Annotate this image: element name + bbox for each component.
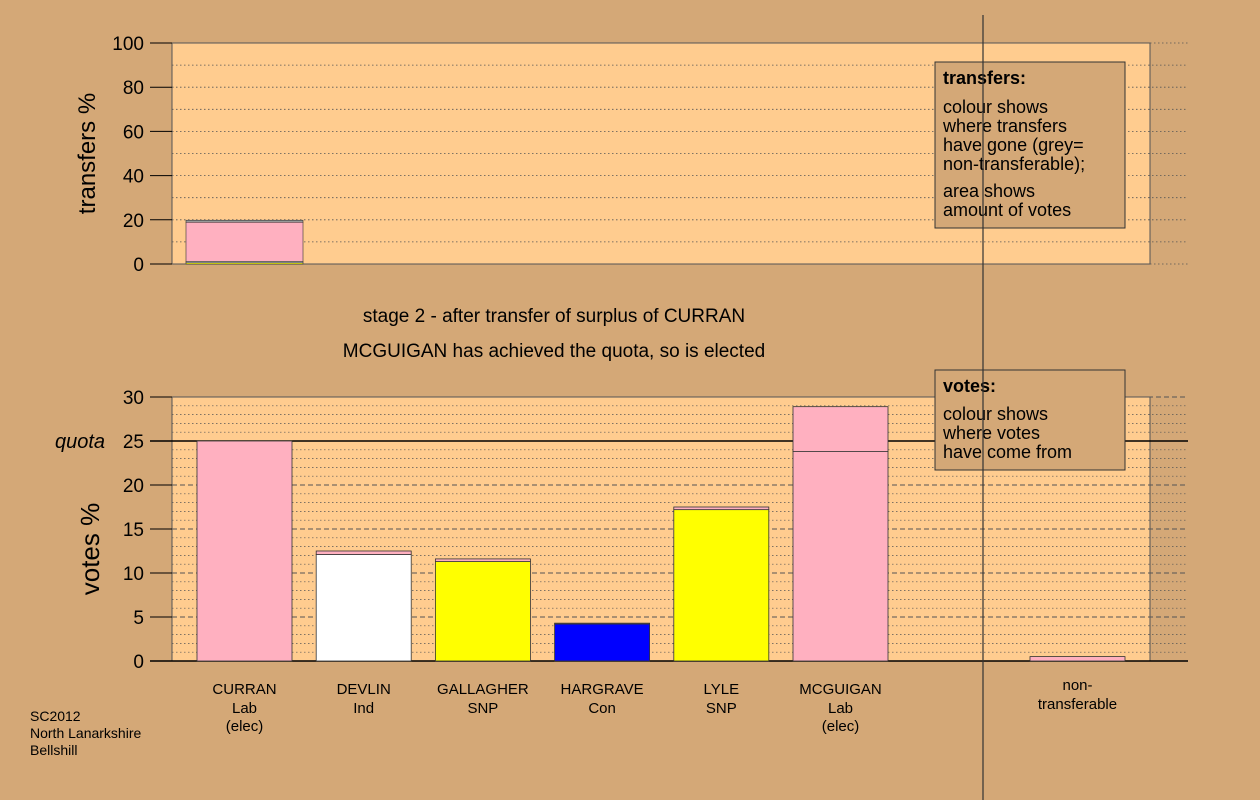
- vote-bar-segment: [673, 506, 770, 511]
- candidate-party-label: SNP: [706, 700, 737, 717]
- votes-y-tick-label: 30: [123, 388, 144, 409]
- quota-label: quota: [55, 431, 105, 453]
- nontransferable-label: non-: [1062, 677, 1092, 694]
- transfer-bar-segment: [185, 219, 304, 223]
- nontransferable-label: transferable: [1038, 696, 1117, 713]
- transfers-y-tick-label: 100: [112, 34, 144, 55]
- vote-bar-segment: [315, 554, 412, 662]
- candidate-party-label: SNP: [467, 700, 498, 717]
- votes-legend-box: [934, 369, 1126, 471]
- candidate-note-label: (elec): [822, 718, 860, 735]
- transfers-legend-title: transfers:: [943, 68, 1026, 88]
- candidate-name-label: GALLAGHER: [437, 681, 529, 698]
- votes-y-tick-label: 5: [133, 608, 144, 629]
- footer-line: Bellshill: [30, 742, 77, 758]
- candidate-name-label: MCGUIGAN: [799, 681, 882, 698]
- votes-legend-title: votes:: [943, 376, 996, 396]
- votes-y-tick-label: 0: [133, 652, 144, 673]
- candidate-note-label: (elec): [226, 718, 264, 735]
- footer-line: North Lanarkshire: [30, 725, 141, 741]
- footer-line: SC2012: [30, 708, 81, 724]
- votes-y-tick-label: 10: [123, 564, 144, 585]
- vote-bar-segment: [315, 550, 412, 555]
- candidate-party-label: Lab: [232, 700, 257, 717]
- vote-bar-segment: [434, 561, 531, 662]
- transfers-y-axis-label: transfers %: [74, 93, 101, 214]
- vote-bar-segment: [196, 440, 293, 662]
- elected-title: MCGUIGAN has achieved the quota, so is e…: [343, 341, 765, 362]
- candidate-party-label: Ind: [353, 700, 374, 717]
- nontransferable-bar-segment: [1029, 656, 1126, 662]
- transfers-legend-line: where transfers: [942, 116, 1067, 136]
- candidate-party-label: Con: [588, 700, 616, 717]
- votes-y-tick-label: 25: [123, 432, 144, 453]
- votes-legend-line: where votes: [942, 423, 1040, 443]
- transfers-legend-line: have gone (grey=: [943, 135, 1084, 155]
- candidate-name-label: DEVLIN: [337, 681, 391, 698]
- votes-y-tick-label: 20: [123, 476, 144, 497]
- votes-legend-line: have come from: [943, 442, 1072, 462]
- candidate-party-label: Lab: [828, 700, 853, 717]
- vote-bar-segment: [792, 406, 889, 452]
- transfers-legend: transfers: colour shows where transfers …: [934, 61, 1126, 229]
- transfers-y-tick-label: 40: [123, 167, 144, 188]
- votes-y-tick-label: 15: [123, 520, 144, 541]
- transfers-legend-line: area shows: [943, 181, 1035, 201]
- transfers-legend-line: non-transferable);: [943, 154, 1085, 174]
- transfers-legend-line: colour shows: [943, 97, 1048, 117]
- votes-y-axis-label: votes %: [75, 503, 105, 596]
- transfer-bar-segment: [185, 221, 304, 262]
- candidate-name-label: LYLE: [704, 681, 740, 698]
- transfers-y-tick-label: 20: [123, 211, 144, 232]
- vote-bar-segment: [673, 509, 770, 662]
- votes-legend-line: colour shows: [943, 404, 1048, 424]
- votes-legend: votes: colour shows where votes have com…: [934, 369, 1126, 471]
- transfers-y-tick-label: 80: [123, 78, 144, 99]
- footer: SC2012 North Lanarkshire Bellshill: [30, 708, 141, 758]
- transfers-legend-line: amount of votes: [943, 200, 1071, 220]
- vote-bar-segment: [554, 623, 650, 662]
- vote-bar-segment: [792, 451, 889, 662]
- candidate-name-label: CURRAN: [212, 681, 276, 698]
- transfers-y-tick-label: 0: [133, 255, 144, 276]
- vote-bar-segment: [554, 622, 650, 625]
- vote-bar-segment: [434, 558, 531, 562]
- transfers-legend-box: [934, 61, 1126, 229]
- transfers-y-tick-label: 60: [123, 122, 144, 143]
- stage-title: stage 2 - after transfer of surplus of C…: [363, 306, 745, 327]
- candidate-name-label: HARGRAVE: [561, 681, 644, 698]
